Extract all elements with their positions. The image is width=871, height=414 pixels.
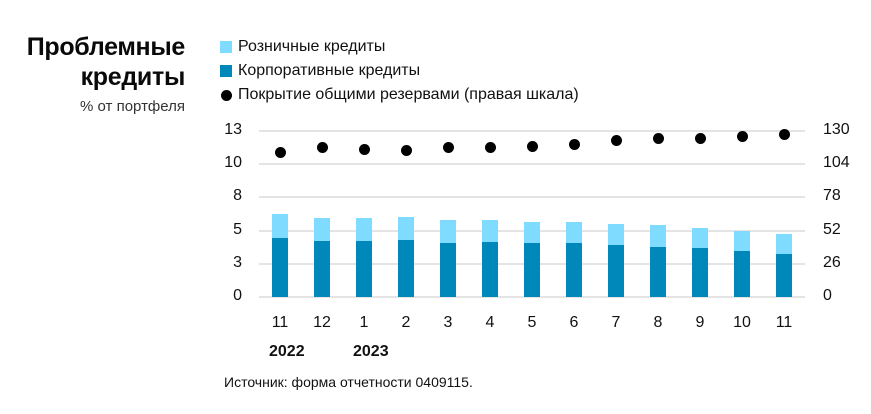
coverage-dot: [316, 142, 328, 154]
bar-corporate: [356, 240, 372, 297]
bar-corporate: [776, 253, 792, 297]
legend-item-corporate: Корпоративные кредиты: [220, 59, 579, 83]
coverage-dot: [400, 144, 412, 156]
coverage-dot: [358, 143, 370, 155]
title-line-1: Проблемные: [26, 33, 186, 61]
bar-corporate: [482, 242, 498, 297]
legend-item-coverage: Покрытие общими резервами (правая шкала): [220, 83, 579, 107]
bar-retail: [692, 228, 708, 249]
year-label: 2022: [269, 343, 305, 360]
coverage-dot: [274, 146, 286, 158]
bar-retail: [608, 224, 624, 245]
y-tick-left: 3: [233, 253, 242, 271]
coverage-dot: [778, 128, 790, 140]
bar-retail: [398, 216, 414, 240]
y-tick-left: 0: [233, 287, 242, 304]
year-label: 2023: [353, 343, 389, 360]
chart-subtitle: % от портфеля: [80, 98, 185, 115]
bar-retail: [734, 230, 750, 252]
coverage-dot: [568, 138, 580, 150]
x-tick: 9: [695, 314, 705, 331]
coverage-dot-icon: [221, 89, 232, 101]
x-tick: 1: [359, 314, 369, 331]
bar-corporate: [272, 238, 288, 297]
bar-retail: [440, 220, 456, 244]
x-tick: 3: [443, 314, 453, 331]
y-tick-left: 10: [224, 154, 242, 172]
y-tick-right: 104: [823, 154, 850, 172]
bar-retail: [650, 225, 666, 248]
x-tick: 12: [313, 314, 331, 331]
x-tick: 11: [271, 314, 289, 331]
x-tick: 11: [775, 314, 793, 331]
y-tick-right: 0: [823, 287, 832, 304]
bar-retail: [356, 217, 372, 241]
source-note: Источник: форма отчетности 0409115.: [224, 374, 473, 390]
coverage-dot: [736, 130, 748, 142]
bar-corporate: [440, 243, 456, 297]
bar-corporate: [314, 240, 330, 297]
gridline: [259, 130, 805, 132]
coverage-dot: [694, 132, 706, 144]
legend: Розничные кредиты Корпоративные кредиты …: [220, 35, 579, 107]
x-tick: 6: [569, 314, 579, 331]
gridline: [259, 296, 805, 298]
x-tick: 7: [611, 314, 621, 331]
coverage-dot: [442, 142, 454, 154]
bar-retail: [776, 234, 792, 254]
legend-label: Корпоративные кредиты: [238, 62, 421, 79]
x-tick: 2: [401, 314, 411, 331]
bar-corporate: [566, 243, 582, 297]
retail-swatch-icon: [220, 41, 232, 53]
bar-retail: [524, 221, 540, 244]
y-tick-right: 52: [823, 220, 841, 238]
x-tick: 5: [527, 314, 537, 331]
legend-label: Розничные кредиты: [238, 38, 386, 55]
gridline: [259, 163, 805, 166]
coverage-dot: [652, 132, 664, 144]
y-tick-right: 130: [823, 121, 850, 138]
bar-corporate: [734, 251, 750, 297]
y-tick-left: 8: [233, 187, 242, 205]
x-tick: 10: [733, 314, 751, 331]
chart-title: Проблемные кредиты: [26, 32, 186, 92]
y-tick-right: 26: [823, 253, 841, 271]
y-tick-left: 13: [224, 121, 242, 138]
corporate-swatch-icon: [220, 65, 232, 77]
bar-retail: [566, 221, 582, 244]
y-tick-left: 5: [233, 220, 242, 238]
coverage-dot: [526, 141, 538, 153]
x-tick: 8: [653, 314, 663, 331]
coverage-dot: [484, 142, 496, 154]
bar-corporate: [650, 247, 666, 297]
bar-retail: [314, 217, 330, 241]
bar-corporate: [608, 244, 624, 297]
gridline: [259, 196, 805, 199]
x-tick: 4: [485, 314, 495, 331]
bar-corporate: [398, 239, 414, 297]
bar-corporate: [524, 243, 540, 297]
legend-item-retail: Розничные кредиты: [220, 35, 579, 59]
title-line-2: кредиты: [80, 63, 186, 91]
coverage-dot: [610, 135, 622, 147]
bar-retail: [482, 220, 498, 243]
legend-label: Покрытие общими резервами (правая шкала): [238, 86, 579, 103]
bar-retail: [272, 214, 288, 239]
bar-corporate: [692, 248, 708, 297]
y-tick-right: 78: [823, 187, 841, 205]
